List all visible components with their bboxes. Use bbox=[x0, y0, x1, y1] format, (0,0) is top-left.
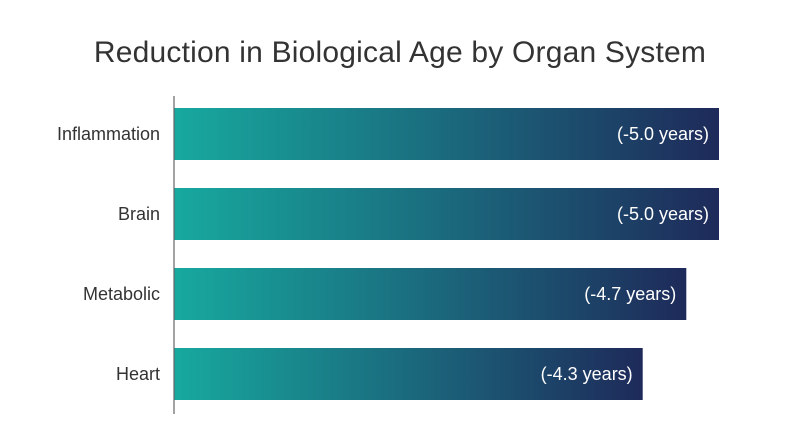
bar-inflammation bbox=[174, 108, 719, 160]
category-label-heart: Heart bbox=[116, 364, 160, 384]
data-label-heart: (-4.3 years) bbox=[541, 364, 633, 384]
bar-metabolic bbox=[174, 268, 687, 320]
data-label-metabolic: (-4.7 years) bbox=[584, 284, 676, 304]
data-label-brain: (-5.0 years) bbox=[617, 204, 709, 224]
bar-brain bbox=[174, 188, 719, 240]
category-label-brain: Brain bbox=[118, 204, 160, 224]
chart-title: Reduction in Biological Age by Organ Sys… bbox=[93, 36, 707, 69]
bar-heart bbox=[174, 348, 643, 400]
bars-layer: Inflammation (-5.0 years) Brain (-5.0 years… bbox=[57, 108, 719, 400]
data-label-inflammation: (-5.0 years) bbox=[617, 124, 709, 144]
category-label-inflammation: Inflammation bbox=[57, 124, 160, 144]
category-label-metabolic: Metabolic bbox=[83, 284, 160, 304]
